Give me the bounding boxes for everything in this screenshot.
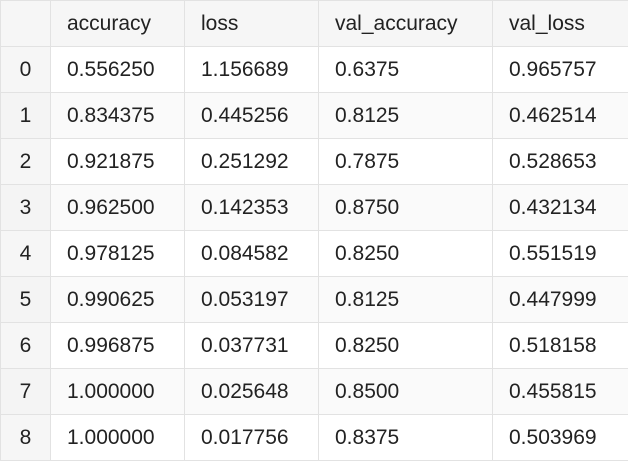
row-index: 5 — [0, 276, 51, 323]
cell-loss: 0.445256 — [184, 92, 319, 139]
row-index: 2 — [0, 138, 51, 185]
cell-val-loss: 0.455815 — [492, 368, 628, 415]
cell-loss: 0.142353 — [184, 184, 319, 231]
cell-accuracy: 0.990625 — [50, 276, 185, 323]
column-header-accuracy: accuracy — [50, 0, 185, 47]
row-index: 4 — [0, 230, 51, 277]
table-header: accuracy loss val_accuracy val_loss — [0, 0, 628, 47]
cell-val-accuracy: 0.8375 — [318, 414, 493, 461]
cell-val-loss: 0.528653 — [492, 138, 628, 185]
cell-val-accuracy: 0.8125 — [318, 276, 493, 323]
column-header-loss: loss — [184, 0, 319, 47]
column-header-val-accuracy: val_accuracy — [318, 0, 493, 47]
table-row: 6 0.996875 0.037731 0.8250 0.518158 — [0, 322, 628, 369]
cell-val-accuracy: 0.6375 — [318, 46, 493, 93]
cell-loss: 0.017756 — [184, 414, 319, 461]
cell-val-loss: 0.551519 — [492, 230, 628, 277]
index-header-corner — [0, 0, 51, 47]
cell-loss: 0.084582 — [184, 230, 319, 277]
cell-val-loss: 0.503969 — [492, 414, 628, 461]
row-index: 1 — [0, 92, 51, 139]
cell-val-accuracy: 0.7875 — [318, 138, 493, 185]
table-row: 0 0.556250 1.156689 0.6375 0.965757 — [0, 46, 628, 93]
header-row: accuracy loss val_accuracy val_loss — [0, 0, 628, 47]
cell-accuracy: 0.834375 — [50, 92, 185, 139]
table-row: 5 0.990625 0.053197 0.8125 0.447999 — [0, 276, 628, 323]
table-row: 1 0.834375 0.445256 0.8125 0.462514 — [0, 92, 628, 139]
row-index: 3 — [0, 184, 51, 231]
cell-val-loss: 0.447999 — [492, 276, 628, 323]
cell-val-loss: 0.965757 — [492, 46, 628, 93]
cell-loss: 0.037731 — [184, 322, 319, 369]
cell-accuracy: 1.000000 — [50, 414, 185, 461]
row-index: 0 — [0, 46, 51, 93]
cell-accuracy: 1.000000 — [50, 368, 185, 415]
cell-accuracy: 0.996875 — [50, 322, 185, 369]
cell-val-accuracy: 0.8750 — [318, 184, 493, 231]
cell-accuracy: 0.921875 — [50, 138, 185, 185]
cell-val-accuracy: 0.8125 — [318, 92, 493, 139]
cell-val-loss: 0.432134 — [492, 184, 628, 231]
cell-accuracy: 0.556250 — [50, 46, 185, 93]
table-body: 0 0.556250 1.156689 0.6375 0.965757 1 0.… — [0, 46, 628, 461]
table-row: 3 0.962500 0.142353 0.8750 0.432134 — [0, 184, 628, 231]
row-index: 6 — [0, 322, 51, 369]
row-index: 7 — [0, 368, 51, 415]
cell-val-loss: 0.462514 — [492, 92, 628, 139]
table-row: 8 1.000000 0.017756 0.8375 0.503969 — [0, 414, 628, 461]
cell-val-accuracy: 0.8250 — [318, 322, 493, 369]
cell-val-loss: 0.518158 — [492, 322, 628, 369]
table-row: 4 0.978125 0.084582 0.8250 0.551519 — [0, 230, 628, 277]
cell-loss: 1.156689 — [184, 46, 319, 93]
cell-val-accuracy: 0.8500 — [318, 368, 493, 415]
cell-loss: 0.053197 — [184, 276, 319, 323]
cell-accuracy: 0.978125 — [50, 230, 185, 277]
cell-accuracy: 0.962500 — [50, 184, 185, 231]
table-row: 7 1.000000 0.025648 0.8500 0.455815 — [0, 368, 628, 415]
cell-loss: 0.025648 — [184, 368, 319, 415]
table-row: 2 0.921875 0.251292 0.7875 0.528653 — [0, 138, 628, 185]
cell-loss: 0.251292 — [184, 138, 319, 185]
cell-val-accuracy: 0.8250 — [318, 230, 493, 277]
column-header-val-loss: val_loss — [492, 0, 628, 47]
row-index: 8 — [0, 414, 51, 461]
